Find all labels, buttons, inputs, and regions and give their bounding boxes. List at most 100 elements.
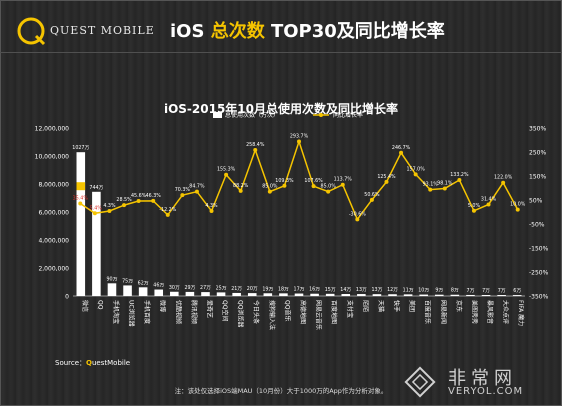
growth-point	[442, 186, 447, 191]
bar	[341, 294, 351, 296]
bar-value-label: 1027万	[72, 145, 89, 151]
y-right-tick-label: -50%	[529, 222, 545, 229]
growth-point	[355, 217, 360, 222]
bar	[123, 285, 132, 296]
x-tick-label: QQ	[96, 300, 103, 310]
growth-value-label: 155.3%	[217, 167, 236, 173]
bar-value-label: 10万	[418, 288, 429, 294]
logo: QUEST MOBILE	[16, 14, 176, 50]
growth-point	[209, 208, 214, 213]
growth-point	[384, 179, 389, 184]
growth-value-label: 45.6%	[131, 193, 147, 199]
growth-point	[282, 183, 287, 188]
growth-value-label: 85.0%	[321, 184, 337, 190]
growth-value-label: 46.3%	[146, 193, 162, 199]
growth-value-label: -12.2%	[159, 207, 176, 213]
x-tick-label: QQ音乐	[283, 300, 291, 321]
bar-value-label: 27万	[200, 285, 211, 291]
x-tick-label: 微博	[159, 300, 167, 312]
growth-value-label: 28.5%	[116, 197, 132, 203]
bar	[232, 292, 241, 296]
x-tick-label: 支付宝	[346, 300, 354, 318]
bar-value-label: 13万	[356, 287, 367, 293]
y-left-tick-label: 4,000,000	[38, 238, 69, 245]
growth-point	[369, 197, 374, 202]
y-left-tick-label: 2,000,000	[38, 266, 69, 273]
x-tick-label: 高德地图	[299, 300, 307, 324]
growth-point	[267, 189, 272, 194]
x-tick-label: 微信	[81, 300, 89, 312]
bar-value-label: 7万	[482, 288, 490, 294]
growth-point	[413, 172, 418, 177]
bar	[263, 293, 273, 296]
bar-highlight	[76, 182, 86, 191]
footnote: 注：该处仅选择iOS端MAU（10月份）大于1000万的App作为分析对象。	[174, 387, 388, 395]
x-tick-label: 搜狗输入法	[268, 300, 276, 330]
growth-point	[238, 188, 243, 193]
bar-value-label: 46万	[153, 283, 164, 289]
growth-point	[253, 147, 258, 152]
bar	[138, 287, 148, 296]
growth-point	[92, 211, 97, 216]
bar	[512, 295, 522, 296]
growth-value-label: 85.0%	[262, 184, 278, 190]
bar	[310, 293, 319, 296]
bar-value-label: 21万	[231, 286, 242, 292]
x-tick-label: QQ浏览器	[237, 300, 245, 327]
title-prefix: iOS	[170, 21, 211, 42]
watermark-logo-icon	[404, 366, 436, 398]
bar	[201, 292, 210, 296]
growth-value-label: 50.6%	[364, 192, 380, 198]
growth-value-label: 93.1%	[423, 182, 439, 188]
page-title: iOS 总次数 TOP30及同比增长率	[170, 17, 445, 43]
growth-line	[79, 139, 519, 221]
bar-value-label: 14万	[340, 287, 351, 293]
y-right-tick-label: -250%	[529, 270, 549, 277]
x-tick-label: 美图秀秀	[470, 300, 478, 324]
growth-point	[515, 207, 520, 212]
growth-value-label: 293.7%	[290, 134, 309, 140]
x-tick-label: 优酷视频	[174, 300, 182, 324]
bar	[372, 294, 382, 296]
x-tick-label: 快手	[393, 300, 401, 312]
bar-value-label: 12万	[387, 287, 398, 293]
bar	[154, 289, 164, 296]
bar	[481, 295, 491, 296]
bar	[279, 293, 288, 296]
growth-point	[107, 208, 112, 213]
growth-value-label: 157.0%	[406, 166, 425, 172]
bar	[357, 294, 366, 296]
bar-value-label: 15万	[325, 287, 336, 293]
growth-value-label: 109.3%	[275, 178, 294, 184]
bar	[76, 152, 86, 296]
x-tick-label: 百度音乐	[424, 300, 432, 324]
growth-point	[136, 199, 141, 204]
growth-value-label: 246.7%	[392, 145, 411, 151]
y-right-tick-label: 350%	[529, 126, 546, 133]
x-tick-label: 美团	[408, 300, 416, 312]
bar	[419, 294, 428, 296]
growth-value-label: 70.3%	[175, 187, 191, 193]
bar	[92, 191, 101, 296]
y-left-tick-label: 10,000,000	[35, 154, 70, 161]
growth-value-label: 84.7%	[189, 184, 205, 190]
growth-point	[122, 203, 127, 208]
growth-point	[165, 212, 170, 217]
bar-value-label: 29万	[184, 285, 195, 291]
bar	[216, 292, 226, 296]
bar-value-label: 62万	[138, 280, 149, 286]
growth-value-label: 31.4%	[481, 196, 497, 202]
legend-line-label: 同比增长率	[333, 111, 363, 119]
growth-value-label: 98.1%	[437, 180, 453, 186]
y-left-tick-label: 12,000,000	[35, 126, 70, 133]
growth-point	[78, 201, 83, 206]
x-tick-label: 百度地图	[330, 300, 338, 324]
bar	[497, 295, 506, 296]
x-tick-label: UC浏览器	[128, 300, 136, 327]
growth-value-label: 125.4%	[377, 174, 396, 180]
bar-value-label: 16万	[309, 287, 320, 293]
bar	[294, 293, 304, 296]
growth-point	[311, 184, 316, 189]
y-right-tick-label: -150%	[529, 246, 549, 253]
growth-point	[151, 198, 156, 203]
